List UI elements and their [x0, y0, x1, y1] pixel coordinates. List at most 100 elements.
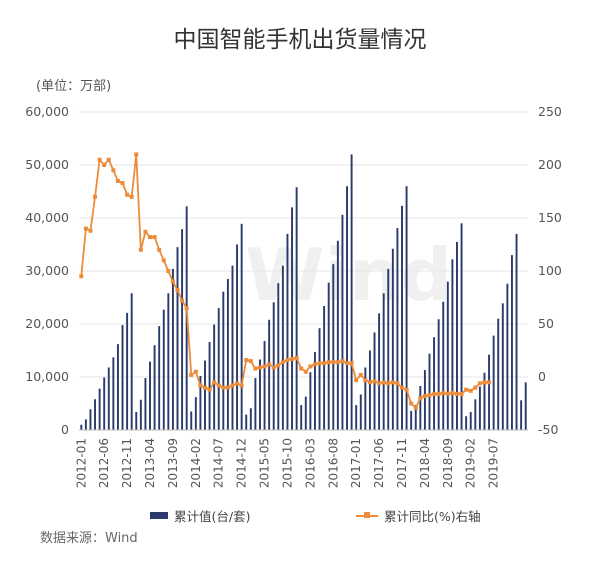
- line-point: [216, 383, 221, 388]
- bar: [368, 350, 371, 430]
- line-point: [88, 228, 93, 233]
- line-point: [386, 381, 391, 386]
- line-point: [138, 247, 143, 252]
- line-point: [225, 385, 230, 390]
- bar: [323, 305, 326, 430]
- line-point: [290, 356, 295, 361]
- bar: [98, 388, 101, 430]
- legend-swatch-bars: [150, 512, 168, 519]
- bar: [501, 303, 504, 430]
- bar: [336, 240, 339, 430]
- bar: [295, 187, 298, 430]
- bar: [401, 205, 403, 430]
- line-point: [427, 393, 432, 398]
- y-left-tick-label: 60,000: [25, 104, 69, 119]
- line-point: [395, 381, 400, 386]
- line-point: [267, 362, 272, 367]
- y-left-tick-label: 0: [61, 422, 69, 437]
- line-point: [93, 194, 98, 199]
- bar: [341, 214, 344, 430]
- bar: [254, 378, 257, 430]
- bar: [199, 375, 202, 430]
- line-point: [473, 385, 478, 390]
- bar: [433, 337, 436, 430]
- line-point: [331, 360, 336, 365]
- legend-item-bars: 累计值(台/套): [150, 506, 250, 525]
- bar: [414, 405, 417, 430]
- bar: [94, 399, 96, 430]
- line-point: [422, 394, 427, 399]
- line-point: [148, 235, 153, 240]
- y-right-tick-label: 150: [538, 210, 562, 225]
- x-tick-label: 2013-09: [166, 438, 180, 488]
- line-point: [335, 360, 340, 365]
- line-point: [193, 369, 198, 374]
- line-point: [212, 380, 217, 385]
- x-tick-label: 2015-05: [258, 438, 272, 488]
- unit-label: (单位：万部): [36, 79, 112, 94]
- bar: [291, 207, 293, 430]
- bar: [520, 400, 523, 430]
- bar: [332, 264, 335, 430]
- line-point: [367, 380, 372, 385]
- bar: [515, 233, 518, 430]
- line-point: [363, 378, 368, 383]
- bar: [213, 324, 216, 430]
- line-point: [317, 361, 322, 366]
- bar: [194, 397, 197, 430]
- line-point: [354, 378, 359, 383]
- line-point: [477, 381, 482, 386]
- bar: [176, 247, 179, 430]
- line-point: [432, 391, 437, 396]
- bar: [488, 354, 491, 430]
- y-right-tick-label: 200: [538, 157, 562, 172]
- y-left-tick-label: 40,000: [25, 210, 69, 225]
- bar: [474, 399, 477, 430]
- bar: [149, 361, 151, 430]
- line-point: [271, 365, 276, 370]
- line-point: [349, 361, 354, 366]
- line-point: [111, 168, 116, 173]
- bar: [446, 281, 449, 430]
- bar: [456, 241, 458, 430]
- bar: [304, 396, 307, 430]
- bar: [327, 282, 330, 430]
- bar: [382, 293, 385, 430]
- line-point: [120, 181, 125, 186]
- x-tick-label: 2017-01: [349, 438, 363, 488]
- line-point: [262, 364, 267, 369]
- bar: [378, 313, 381, 430]
- bar: [396, 228, 399, 430]
- line-point: [202, 385, 207, 390]
- line-point: [409, 401, 414, 406]
- bar: [437, 319, 440, 430]
- bar: [309, 372, 312, 430]
- line-point: [253, 366, 258, 371]
- bar: [249, 408, 252, 430]
- bar: [346, 186, 348, 430]
- bar: [428, 353, 431, 430]
- line-point: [143, 229, 148, 234]
- x-tick-label: 2016-03: [303, 438, 317, 488]
- x-tick-label: 2013-04: [143, 438, 157, 488]
- bar: [153, 345, 156, 430]
- line-point: [377, 381, 382, 386]
- line-point: [294, 355, 299, 360]
- line-point: [441, 390, 446, 395]
- y-right-tick-label: 250: [538, 104, 562, 119]
- bar: [112, 357, 115, 430]
- line-point: [404, 387, 409, 392]
- line-point: [308, 364, 313, 369]
- bar: [167, 293, 170, 430]
- x-tick-label: 2012-11: [120, 438, 134, 488]
- x-axis: 2012-01 2012-06 2012-11 2013-04 2013-09 2014-…: [74, 429, 528, 488]
- line-point: [276, 363, 281, 368]
- bar: [226, 278, 229, 430]
- bar: [391, 248, 394, 430]
- bar: [231, 265, 234, 430]
- line-point: [381, 380, 386, 385]
- line-point: [454, 391, 459, 396]
- y-axis-left: 0 10,000 20,000 30,000 40,000 50,000 60,000: [25, 104, 69, 437]
- line-point: [345, 361, 350, 366]
